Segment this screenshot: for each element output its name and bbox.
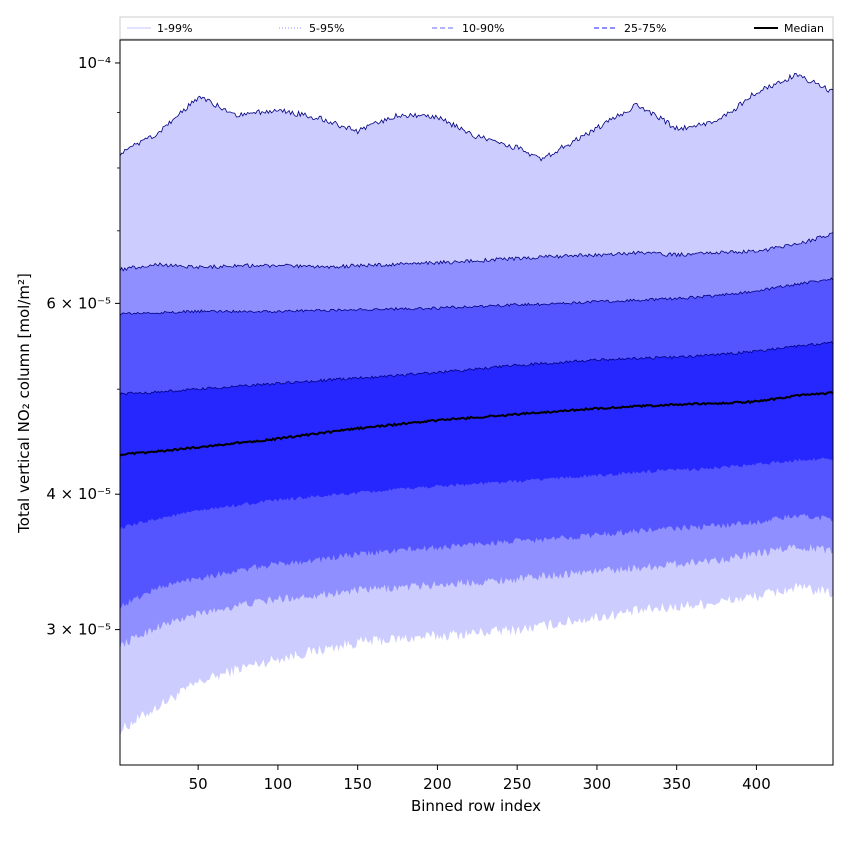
x-tick-label: 400 (742, 775, 771, 793)
x-tick-label: 250 (503, 775, 532, 793)
y-tick-label: 10⁻⁴ (78, 54, 111, 72)
legend-label: Median (784, 22, 824, 35)
x-tick-label: 100 (264, 775, 293, 793)
y-tick-label: 4 × 10⁻⁵ (46, 485, 111, 503)
upper-edge-p95 (119, 232, 834, 272)
plot-frame (119, 39, 834, 766)
y-tick-label: 6 × 10⁻⁵ (46, 294, 111, 312)
x-axis: 50 100 150 200 250 300 350 400 (189, 765, 771, 793)
y-axis-label: Total vertical NO₂ column [mol/m²] (15, 273, 33, 534)
legend-label: 5-95% (309, 22, 344, 35)
x-axis-label: Binned row index (411, 797, 541, 815)
legend-label: 10-90% (462, 22, 504, 35)
legend: 1-99% 5-95% 10-90% 25-75% Median (119, 16, 834, 40)
legend-label: 1-99% (157, 22, 192, 35)
y-tick-label: 3 × 10⁻⁵ (46, 621, 111, 639)
upper-edge-p99 (119, 72, 834, 162)
x-tick-label: 200 (423, 775, 452, 793)
percentile-bands (120, 73, 833, 737)
legend-box (119, 16, 834, 40)
x-tick-label: 50 (189, 775, 208, 793)
median-layer (119, 391, 834, 457)
upper-edge-p90 (119, 277, 834, 316)
legend-label: 25-75% (624, 22, 666, 35)
median-line (119, 391, 834, 457)
band-edge-lines (119, 72, 834, 396)
upper-edge-p75 (119, 340, 834, 396)
x-tick-label: 300 (583, 775, 612, 793)
x-tick-label: 350 (662, 775, 691, 793)
y-axis: 10⁻⁴ 6 × 10⁻⁵ 4 × 10⁻⁵ 3 × 10⁻⁵ (46, 54, 120, 639)
band-25-75 (120, 341, 833, 531)
x-tick-label: 150 (343, 775, 372, 793)
